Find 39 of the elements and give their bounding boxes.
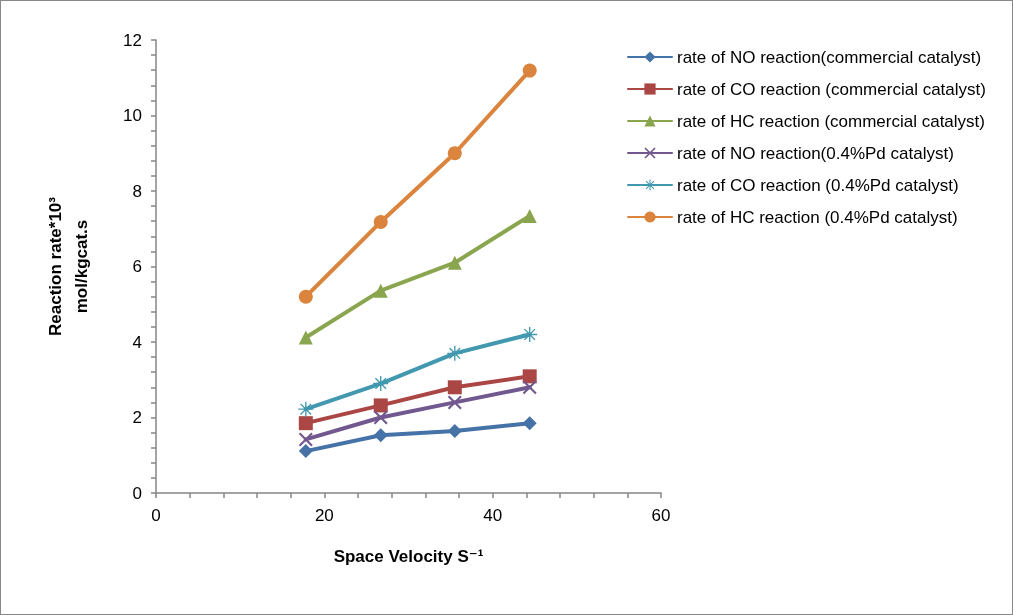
point [373,283,388,298]
y-tick-label: 12 [123,30,142,50]
legend-label: rate of CO reaction (commercial catalyst) [677,79,986,99]
point [298,416,313,431]
y-tick-label: 2 [132,408,142,427]
point [373,214,388,229]
point [447,146,462,161]
y-tick-label: 0 [132,483,142,503]
point [298,444,313,459]
point [522,208,537,223]
legend-label: rate of HC reaction (commercial catalyst) [677,111,985,131]
point [373,428,388,443]
x-tick-label: 40 [483,506,503,525]
point [298,432,313,447]
legend-label: rate of CO reaction (0.4%Pd catalyst) [677,175,959,195]
legend-label: rate of NO reaction(commercial catalyst) [677,47,982,67]
point [522,380,537,395]
x-tick-label: 20 [314,506,334,525]
legend-label: rate of NO reaction(0.4%Pd catalyst) [677,143,954,163]
point [447,380,462,395]
point [298,289,313,304]
point [447,424,462,439]
x-tick-label: 0 [151,506,161,525]
point [522,369,537,384]
point [522,63,537,78]
point [447,255,462,270]
point [298,330,313,345]
legend-label: rate of HC reaction (0.4%Pd catalyst) [677,207,958,227]
y-tick-label: 4 [132,332,142,352]
y-tick-label: 6 [132,257,142,276]
point [373,410,388,425]
x-tick-label: 60 [651,506,671,525]
y-axis-title: Reaction rate*10³ mol/kgcat.s [45,196,91,336]
y-tick-label: 8 [132,181,142,201]
y-tick-label: 10 [123,106,142,125]
x-axis-title: Space Velocity S⁻¹ [333,546,484,566]
point [447,395,462,410]
point [522,416,537,431]
point [373,398,388,413]
